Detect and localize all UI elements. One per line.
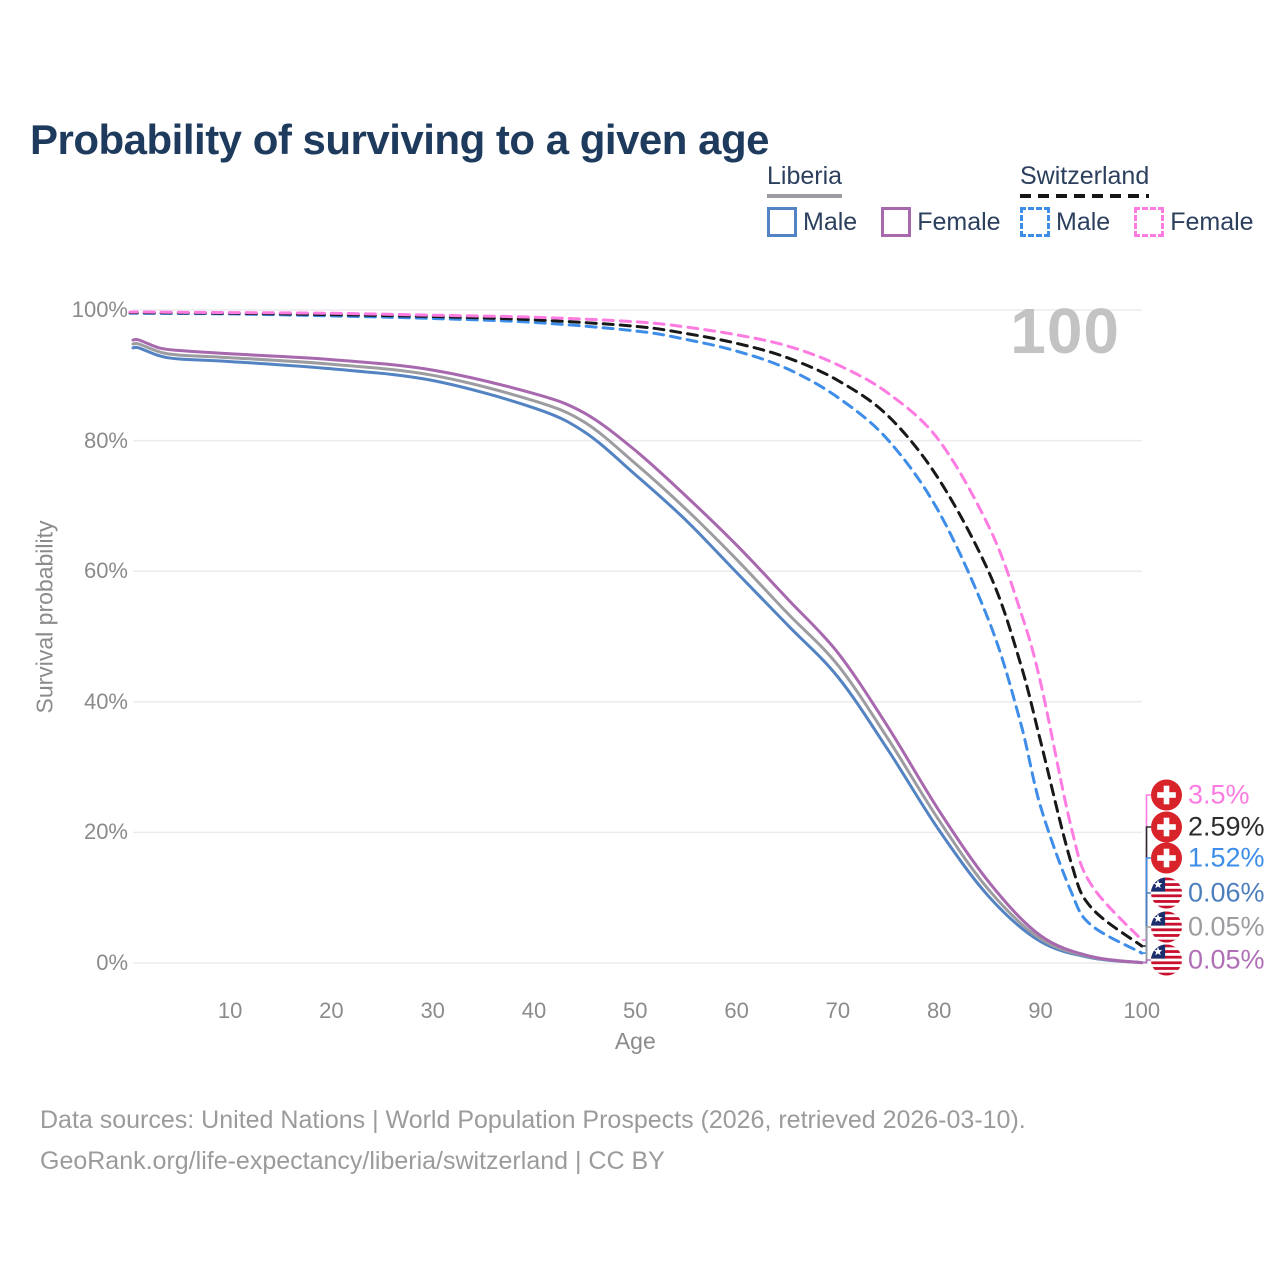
series-line-liberia-female[interactable] (131, 337, 1144, 965)
series-line-switzerland-both-sexes[interactable] (128, 311, 1144, 948)
x-tick-90: 90 (1028, 998, 1053, 1023)
end-label-value: 0.05% (1188, 944, 1265, 975)
y-tick-80: 80% (83, 427, 128, 453)
legend-item-switzerland-female[interactable]: Female (1134, 207, 1254, 237)
x-tick-20: 20 (319, 998, 344, 1023)
legend-group-liberia: Liberia Male Female (767, 162, 1001, 237)
end-label-value: 2.59% (1188, 811, 1265, 842)
series-line-switzerland-male[interactable] (128, 311, 1144, 955)
end-label-switzerland-1: 2.59% (1151, 811, 1265, 843)
x-tick-50: 50 (623, 998, 648, 1023)
y-axis-title: Survival probability (31, 520, 58, 714)
liberia-flag-icon (1151, 877, 1182, 909)
y-tick-20: 20% (83, 819, 128, 845)
legend-country-liberia: Liberia (767, 162, 843, 198)
end-label-value: 3.5% (1188, 779, 1250, 810)
end-label-liberia-5: 0.05% (1151, 944, 1265, 976)
end-label-switzerland-0: 3.5% (1151, 779, 1250, 811)
y-tick-60: 60% (83, 558, 128, 584)
end-label-connector (1142, 926, 1151, 964)
legend-item-label: Male (1056, 207, 1111, 236)
end-label-value: 0.05% (1188, 911, 1265, 942)
x-tick-100: 100 (1123, 998, 1161, 1023)
legend-item-label: Female (1170, 207, 1254, 236)
legend-country-switzerland: Switzerland (1020, 162, 1150, 198)
hovered-age-indicator: 100 (1010, 295, 1120, 367)
data-sources-text: Data sources: United Nations | World Pop… (40, 1106, 1026, 1134)
switzerland-flag-icon (1151, 779, 1182, 811)
y-tick-40: 40% (83, 688, 128, 714)
y-tick-0: 0% (96, 950, 128, 975)
x-tick-70: 70 (825, 998, 851, 1023)
end-label-liberia-3: 0.06% (1151, 877, 1265, 909)
switzerland-flag-icon (1151, 842, 1182, 874)
end-label-value: 1.52% (1188, 842, 1265, 873)
legend-country-switzerland-label: Switzerland (1020, 162, 1150, 190)
x-tick-40: 40 (521, 998, 547, 1023)
legend-country-liberia-label: Liberia (767, 162, 843, 190)
x-tick-30: 30 (420, 998, 445, 1023)
series-line-liberia-both-sexes[interactable] (131, 341, 1144, 965)
liberia-flag-icon (1151, 911, 1182, 943)
y-tick-100: 100% (71, 297, 128, 322)
end-label-switzerland-2: 1.52% (1151, 842, 1265, 874)
switzerland-male-swatch-icon (1020, 207, 1050, 237)
end-label-connector (1142, 959, 1151, 964)
legend-group-switzerland: Switzerland Male Female (1020, 162, 1254, 237)
x-tick-80: 80 (926, 998, 952, 1023)
switzerland-line-style-sample (1020, 194, 1150, 198)
switzerland-flag-icon (1151, 811, 1182, 843)
liberia-flag-icon (1151, 944, 1182, 976)
end-label-liberia-4: 0.05% (1151, 911, 1265, 943)
legend-item-liberia-male[interactable]: Male (767, 207, 857, 237)
end-label-value: 0.06% (1188, 877, 1265, 908)
legend-item-label: Male (803, 207, 858, 236)
liberia-line-style-sample (767, 194, 843, 198)
series-line-switzerland-female[interactable] (128, 310, 1144, 942)
switzerland-female-swatch-icon (1134, 207, 1165, 237)
x-tick-10: 10 (217, 998, 243, 1023)
legend-item-liberia-female[interactable]: Female (881, 207, 1001, 237)
x-axis-title: Age (614, 1028, 656, 1054)
x-tick-60: 60 (724, 998, 749, 1023)
series-line-liberia-male[interactable] (131, 345, 1144, 965)
page-title: Probability of surviving to a given age (30, 116, 769, 164)
liberia-female-swatch-icon (881, 207, 912, 237)
legend-item-switzerland-male[interactable]: Male (1020, 207, 1110, 237)
citation-url-text: GeoRank.org/life-expectancy/liberia/swit… (40, 1147, 665, 1175)
liberia-male-swatch-icon (767, 207, 797, 237)
legend-item-label: Female (917, 207, 1001, 236)
